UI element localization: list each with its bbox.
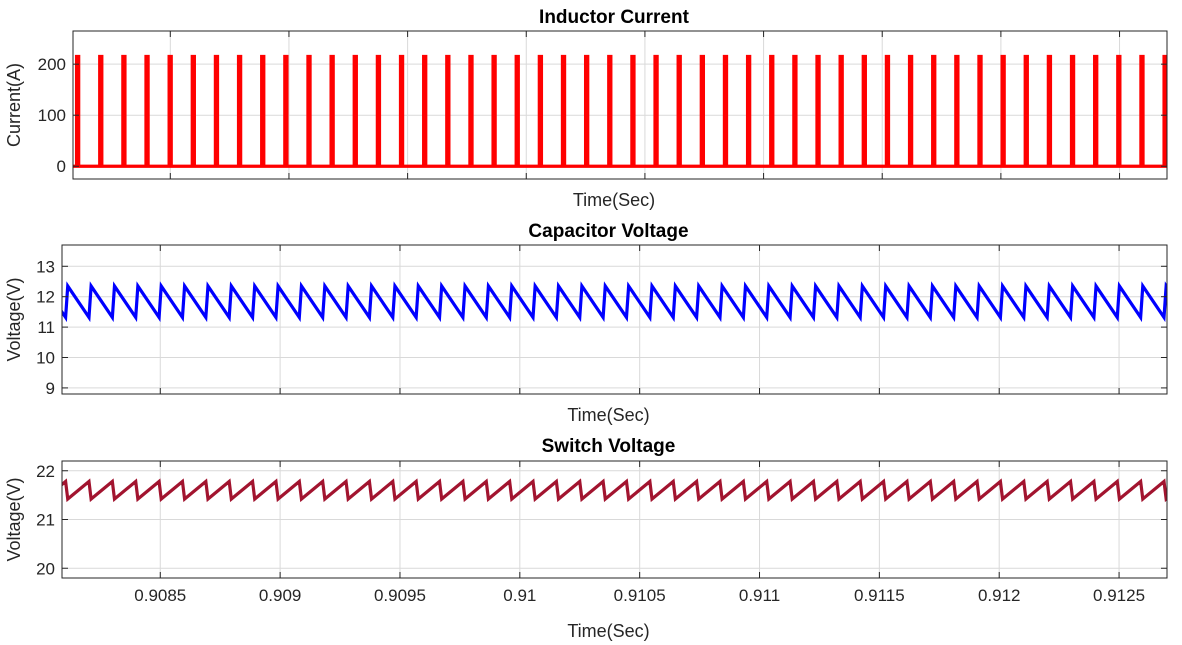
subplot-1: 0 100 200 Inductor Current Time(Sec) Current(…	[4, 7, 1168, 210]
y-tick-label: 22	[36, 462, 55, 481]
y-tick-label: 9	[46, 379, 55, 398]
x-tick-label: 0.9105	[614, 586, 666, 605]
series-line	[73, 54, 1167, 168]
series-line	[62, 478, 1167, 503]
series-line	[62, 281, 1167, 323]
x-tick-label: 0.9095	[374, 586, 426, 605]
subplot-3: 20 21 22 0.9085 0.909 0.9095 0.91 0.9105 0.911 0.…	[4, 436, 1168, 641]
x-axis-label: Time(Sec)	[573, 190, 655, 210]
chart-title: Capacitor Voltage	[528, 221, 688, 242]
x-axis-label: Time(Sec)	[567, 405, 649, 425]
y-tick-label: 0	[57, 157, 66, 176]
y-axis-label: Current(A)	[4, 63, 24, 147]
x-tick-label: 0.912	[978, 586, 1021, 605]
subplot-2: 9 10 11 12 13 Capacitor Voltage Time(Sec) Volta…	[4, 221, 1168, 425]
y-axis-label: Voltage(V)	[4, 277, 24, 361]
x-tick-label: 0.909	[259, 586, 302, 605]
x-tick-label: 0.9085	[134, 586, 186, 605]
y-tick-label: 20	[36, 559, 55, 578]
y-tick-label: 100	[38, 106, 66, 125]
plot-area	[62, 245, 1167, 394]
y-tick-label: 13	[36, 257, 55, 276]
plot-area	[73, 31, 1167, 179]
x-tick-label: 0.91	[503, 586, 536, 605]
y-tick-label: 21	[36, 511, 55, 530]
chart-title: Inductor Current	[539, 7, 690, 28]
y-axis-label: Voltage(V)	[4, 477, 24, 561]
x-axis-label: Time(Sec)	[567, 621, 649, 641]
x-tick-label: 0.9125	[1093, 586, 1145, 605]
y-tick-label: 10	[36, 349, 55, 368]
axes-box	[72, 30, 1168, 180]
chart-title: Switch Voltage	[542, 436, 676, 457]
x-tick-label: 0.9115	[854, 586, 905, 605]
x-tick-label: 0.911	[739, 586, 780, 605]
y-tick-label: 200	[38, 55, 66, 74]
y-tick-label: 11	[37, 318, 55, 337]
axes-box	[61, 244, 1168, 395]
y-tick-label: 12	[36, 288, 55, 307]
